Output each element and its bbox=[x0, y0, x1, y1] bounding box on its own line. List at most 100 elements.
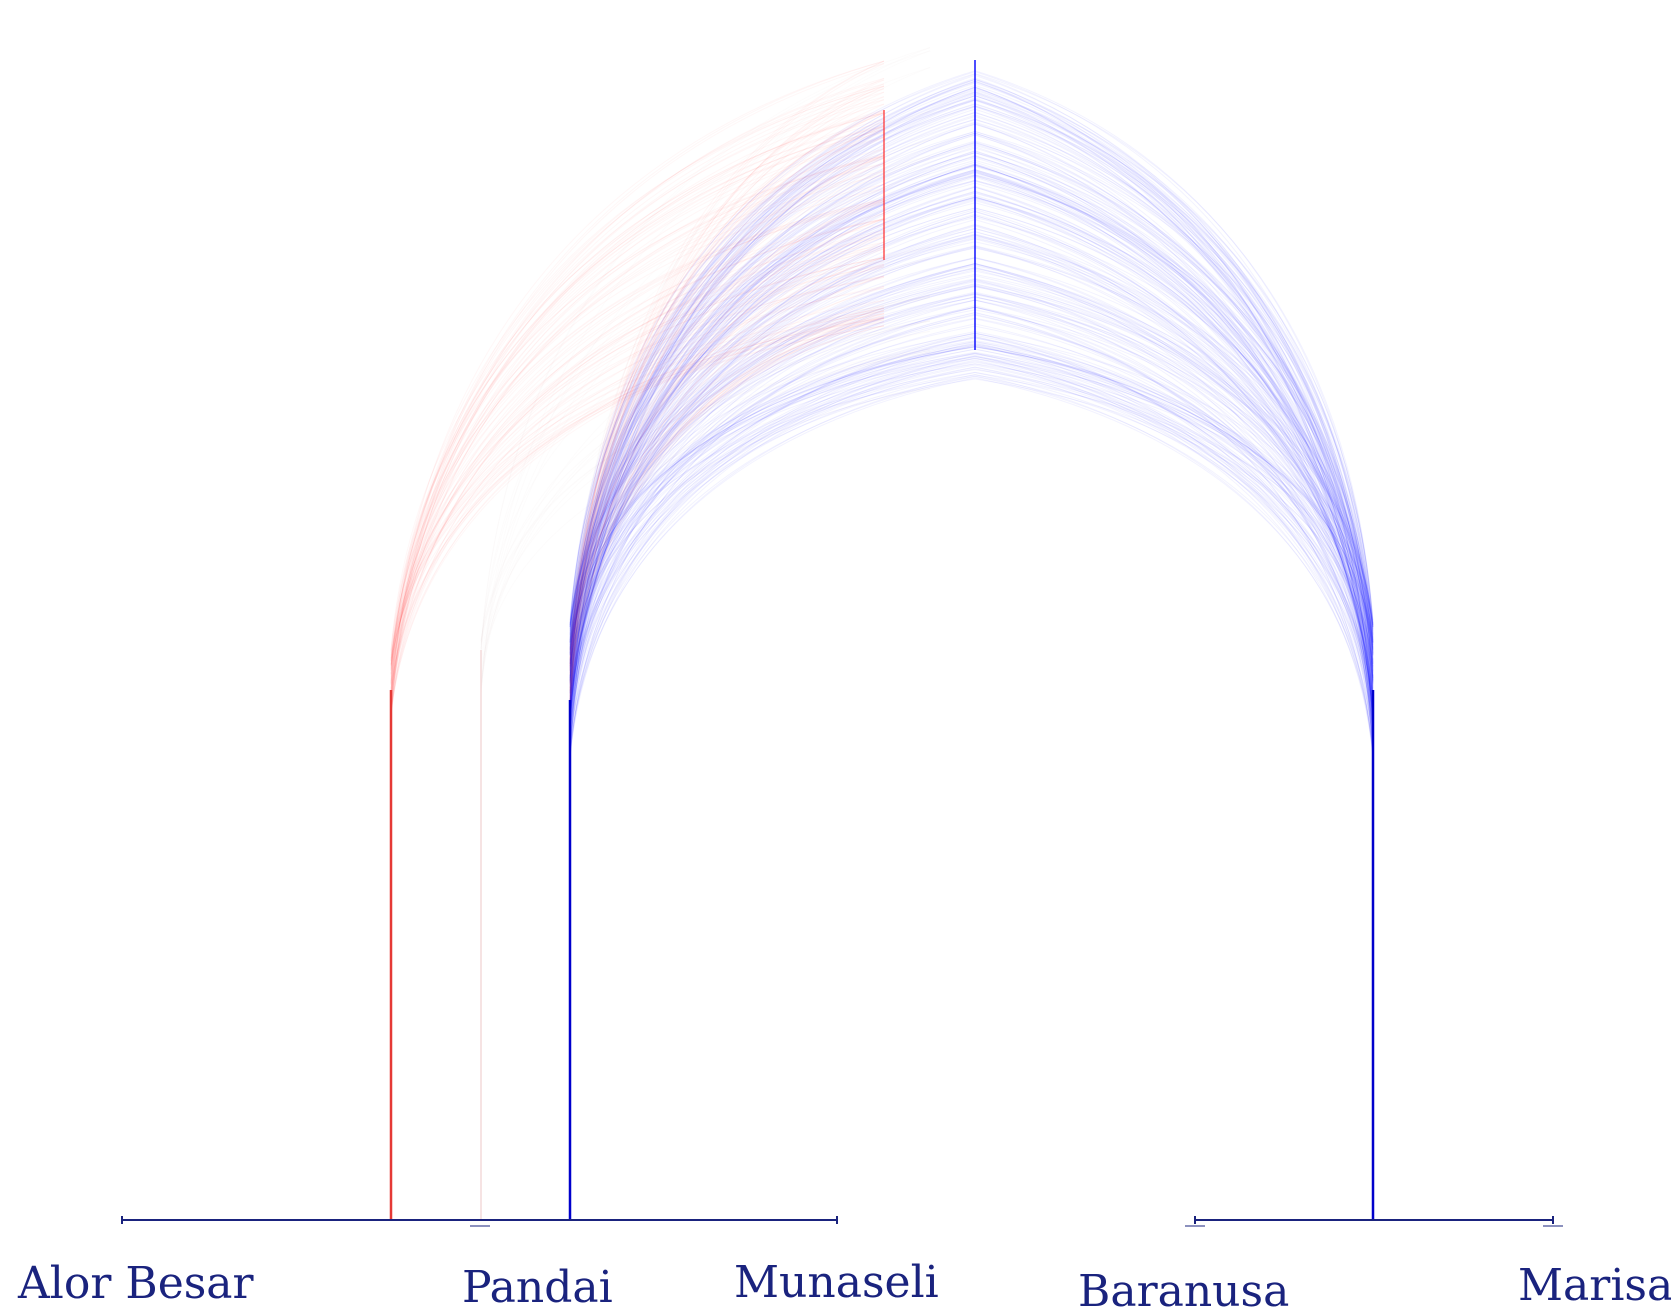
tree-branch bbox=[974, 100, 1374, 664]
tree-branch bbox=[974, 344, 1374, 679]
tree-branch bbox=[974, 159, 1374, 643]
tree-branch bbox=[569, 369, 976, 650]
tree-branch bbox=[569, 265, 976, 643]
tree-branch bbox=[974, 351, 1374, 667]
tree-branch bbox=[974, 337, 1374, 724]
tree-branch bbox=[569, 285, 976, 676]
tree-branch bbox=[974, 285, 1374, 676]
tree-branch bbox=[569, 343, 976, 668]
tree-branch bbox=[569, 357, 976, 752]
tree-branch bbox=[974, 361, 1374, 667]
tree-branch bbox=[974, 309, 1374, 644]
tree-branch bbox=[569, 313, 976, 722]
tree-branch bbox=[974, 78, 1374, 674]
tree-branch bbox=[974, 140, 1374, 653]
tree-branch bbox=[974, 180, 1374, 635]
tree-branch bbox=[974, 263, 1374, 685]
tree-branch bbox=[974, 215, 1374, 724]
tree-branch bbox=[569, 346, 976, 625]
tree-branch bbox=[974, 131, 1374, 621]
tree-branch bbox=[974, 91, 1374, 752]
tree-branch bbox=[974, 224, 1374, 720]
tree-branch bbox=[569, 336, 976, 732]
tree-branch bbox=[974, 161, 1374, 710]
tree-branch bbox=[974, 333, 1374, 621]
tree-branch bbox=[569, 91, 976, 752]
tree-branch bbox=[974, 196, 1374, 688]
tree-branch bbox=[974, 348, 1374, 714]
tree-branch bbox=[569, 275, 976, 657]
tree-branch bbox=[569, 299, 976, 735]
tree-branch bbox=[569, 318, 976, 699]
tree-branch bbox=[974, 170, 1374, 677]
tree-branch bbox=[974, 121, 1374, 678]
taxon-label: Pandai bbox=[462, 1262, 613, 1311]
tree-branch bbox=[974, 265, 1374, 643]
tree-branch bbox=[974, 356, 1374, 626]
tree-branch bbox=[974, 296, 1374, 624]
tree-branch bbox=[974, 88, 1374, 705]
tree-branch bbox=[974, 118, 1374, 681]
tree-branch bbox=[569, 273, 976, 629]
tree-branch bbox=[569, 317, 976, 665]
tree-branch bbox=[569, 237, 976, 639]
tree-branch bbox=[569, 296, 976, 677]
tree-branch bbox=[974, 169, 1374, 705]
tree-branch bbox=[974, 176, 1374, 740]
tree-branch bbox=[569, 337, 976, 650]
tree-branch bbox=[569, 305, 976, 758]
tree-branch bbox=[974, 231, 1374, 667]
tree-branch bbox=[569, 286, 976, 627]
tree-branch bbox=[974, 227, 1374, 720]
tree-branch bbox=[569, 340, 976, 643]
tree-branch bbox=[569, 238, 976, 714]
tree-branch bbox=[974, 174, 1374, 642]
tree-branch bbox=[569, 234, 976, 745]
tree-branch bbox=[569, 284, 976, 702]
tree-branch bbox=[569, 285, 976, 624]
tree-branch bbox=[569, 235, 976, 632]
tree-branch bbox=[569, 355, 976, 745]
tree-branch bbox=[974, 99, 1374, 737]
tree-branch bbox=[569, 236, 976, 716]
tree-branch bbox=[974, 336, 1374, 726]
tree-branch bbox=[974, 95, 1374, 688]
tree-branch bbox=[974, 318, 1374, 699]
tree-branch bbox=[974, 285, 1374, 624]
tree-branch bbox=[974, 133, 1374, 628]
tree-branch bbox=[974, 296, 1374, 677]
tree-branch bbox=[569, 356, 976, 626]
tree-branch bbox=[974, 366, 1374, 733]
baseline-right bbox=[1185, 1216, 1563, 1227]
tree-branch bbox=[974, 346, 1374, 645]
tree-branch bbox=[974, 306, 1374, 758]
tree-branch bbox=[974, 283, 1374, 650]
tree-branch bbox=[974, 353, 1374, 654]
tree-branch bbox=[569, 234, 976, 720]
tree-branch bbox=[569, 292, 976, 735]
tree-branch bbox=[569, 360, 976, 729]
tree-branch bbox=[974, 169, 1374, 691]
tree-branch bbox=[569, 80, 976, 726]
tree-branch bbox=[569, 294, 976, 665]
tree-branch bbox=[974, 207, 1374, 662]
tree-branch bbox=[974, 122, 1374, 750]
tree-branch bbox=[569, 334, 976, 683]
tree-branch bbox=[569, 93, 976, 726]
tree-branch bbox=[974, 245, 1374, 710]
tree-branch bbox=[569, 361, 976, 667]
tree-branch bbox=[974, 228, 1374, 648]
tree-branch bbox=[974, 293, 1374, 656]
tree-branch bbox=[974, 152, 1374, 651]
tree-branch bbox=[974, 219, 1374, 718]
tree-branch bbox=[569, 122, 976, 750]
tree-branch bbox=[569, 269, 976, 711]
tree-branch bbox=[974, 340, 1374, 643]
tree-branch bbox=[974, 286, 1374, 627]
tree-branch bbox=[974, 179, 1374, 650]
tree-branch bbox=[974, 305, 1374, 758]
tree-branch bbox=[974, 192, 1374, 661]
tree-branch bbox=[974, 299, 1374, 684]
tree-branch bbox=[974, 355, 1374, 706]
tree-branch bbox=[974, 170, 1374, 722]
